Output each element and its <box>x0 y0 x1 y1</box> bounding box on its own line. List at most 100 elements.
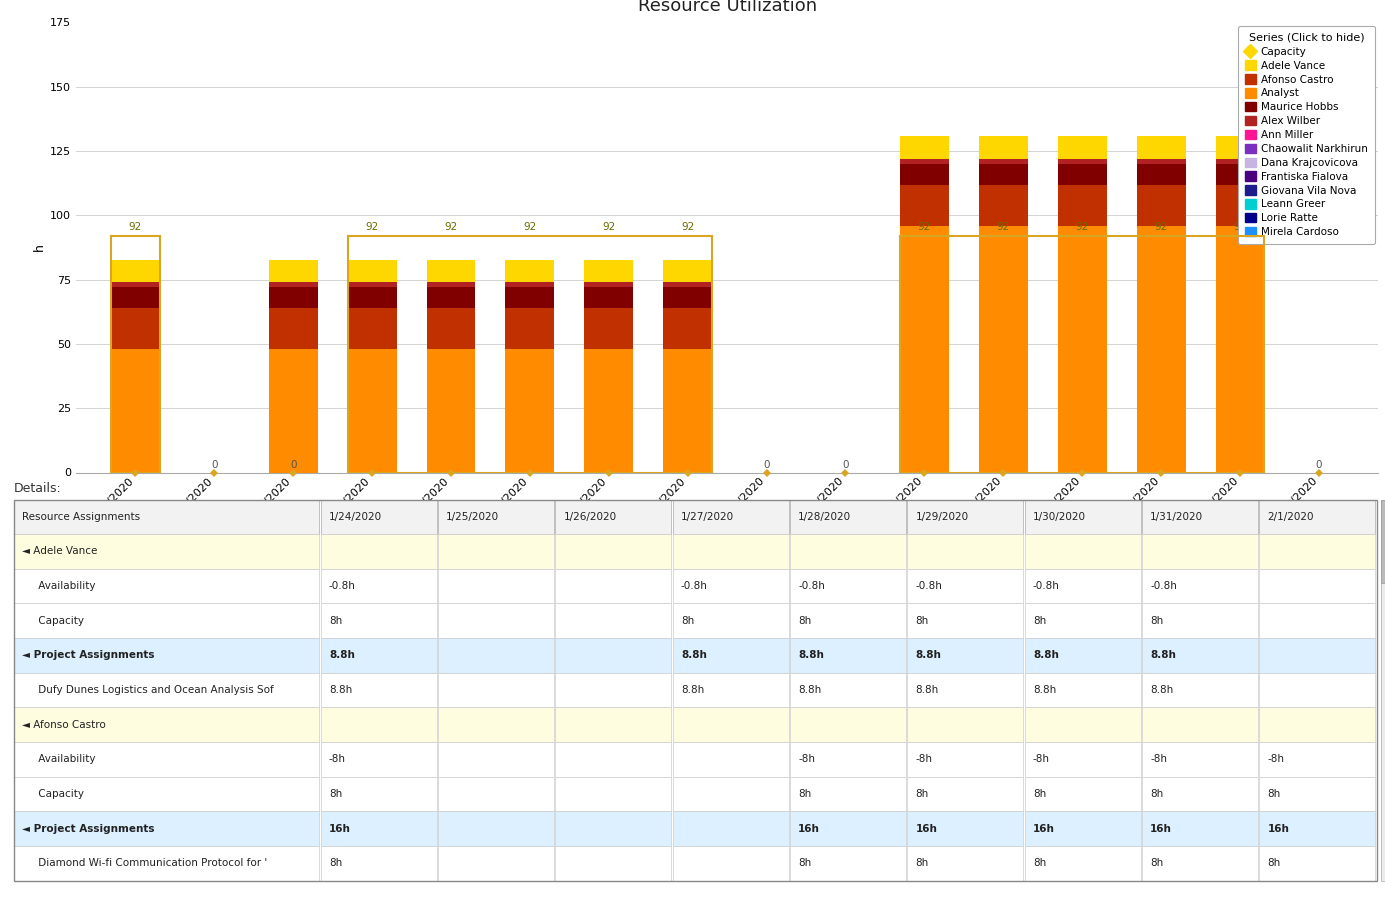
Text: Dufy Dunes Logistics and Ocean Analysis Sof: Dufy Dunes Logistics and Ocean Analysis … <box>22 685 274 695</box>
Text: Availability: Availability <box>22 754 96 764</box>
Text: 8.8h: 8.8h <box>330 651 355 661</box>
Text: 8.8h: 8.8h <box>915 685 939 695</box>
FancyBboxPatch shape <box>321 534 436 569</box>
Text: 8h: 8h <box>798 859 812 868</box>
Bar <box>427 259 475 283</box>
FancyBboxPatch shape <box>14 603 320 638</box>
FancyBboxPatch shape <box>673 846 788 880</box>
FancyBboxPatch shape <box>907 742 1024 777</box>
Text: 1/30/2020: 1/30/2020 <box>1033 512 1086 522</box>
Bar <box>269 308 317 349</box>
Text: Diamond Wi-fi Communication Protocol for ': Diamond Wi-fi Communication Protocol for… <box>22 859 267 868</box>
FancyBboxPatch shape <box>673 534 788 569</box>
FancyBboxPatch shape <box>1259 811 1375 846</box>
Bar <box>348 259 396 283</box>
FancyBboxPatch shape <box>789 569 906 603</box>
FancyBboxPatch shape <box>789 777 906 811</box>
Text: 8h: 8h <box>798 616 812 625</box>
Text: 8.8h: 8.8h <box>330 685 352 695</box>
Bar <box>506 259 554 283</box>
Bar <box>1058 184 1107 226</box>
Bar <box>506 308 554 349</box>
FancyBboxPatch shape <box>555 638 672 672</box>
Text: 92: 92 <box>445 222 457 232</box>
Text: 8h: 8h <box>330 616 342 625</box>
Text: -0.8h: -0.8h <box>1151 581 1177 591</box>
FancyBboxPatch shape <box>321 638 436 672</box>
FancyBboxPatch shape <box>1143 811 1258 846</box>
Text: 92: 92 <box>681 222 694 232</box>
FancyBboxPatch shape <box>438 846 554 880</box>
FancyBboxPatch shape <box>673 811 788 846</box>
Text: -8h: -8h <box>1151 754 1168 764</box>
Bar <box>584 283 633 287</box>
Text: 92: 92 <box>1234 222 1246 232</box>
FancyBboxPatch shape <box>1143 603 1258 638</box>
Bar <box>979 136 1028 158</box>
FancyBboxPatch shape <box>14 777 320 811</box>
Bar <box>427 283 475 287</box>
Text: 1/26/2020: 1/26/2020 <box>564 512 616 522</box>
Text: 8h: 8h <box>1151 859 1163 868</box>
Text: 8h: 8h <box>1267 859 1281 868</box>
FancyBboxPatch shape <box>14 742 320 777</box>
FancyBboxPatch shape <box>789 603 906 638</box>
FancyBboxPatch shape <box>1025 638 1141 672</box>
Bar <box>348 308 396 349</box>
FancyBboxPatch shape <box>1259 672 1375 707</box>
Text: 92: 92 <box>918 222 931 232</box>
FancyBboxPatch shape <box>438 811 554 846</box>
Bar <box>427 308 475 349</box>
Bar <box>1137 184 1186 226</box>
Bar <box>979 164 1028 184</box>
Text: Capacity: Capacity <box>22 616 84 625</box>
Text: -0.8h: -0.8h <box>798 581 825 591</box>
Text: 16h: 16h <box>1267 824 1289 833</box>
FancyBboxPatch shape <box>14 569 320 603</box>
FancyBboxPatch shape <box>907 811 1024 846</box>
Text: 8.8h: 8.8h <box>798 685 821 695</box>
FancyBboxPatch shape <box>1259 603 1375 638</box>
Text: 8h: 8h <box>915 616 929 625</box>
FancyBboxPatch shape <box>14 672 320 707</box>
FancyBboxPatch shape <box>673 707 788 742</box>
FancyBboxPatch shape <box>673 569 788 603</box>
Bar <box>584 287 633 308</box>
Text: 0: 0 <box>763 460 770 470</box>
FancyBboxPatch shape <box>673 603 788 638</box>
Bar <box>1216 184 1265 226</box>
FancyBboxPatch shape <box>1259 742 1375 777</box>
FancyBboxPatch shape <box>1025 811 1141 846</box>
Bar <box>1137 164 1186 184</box>
FancyBboxPatch shape <box>321 707 436 742</box>
FancyBboxPatch shape <box>1143 742 1258 777</box>
FancyBboxPatch shape <box>555 777 672 811</box>
FancyBboxPatch shape <box>1025 846 1141 880</box>
FancyBboxPatch shape <box>1025 534 1141 569</box>
FancyBboxPatch shape <box>907 707 1024 742</box>
FancyBboxPatch shape <box>1143 707 1258 742</box>
FancyBboxPatch shape <box>1143 500 1258 534</box>
Text: -0.8h: -0.8h <box>915 581 942 591</box>
FancyBboxPatch shape <box>1025 500 1141 534</box>
FancyBboxPatch shape <box>1259 569 1375 603</box>
Text: -0.8h: -0.8h <box>330 581 356 591</box>
Text: 8h: 8h <box>915 789 929 799</box>
Text: -8h: -8h <box>915 754 932 764</box>
Text: ◄ Adele Vance: ◄ Adele Vance <box>22 546 97 556</box>
FancyBboxPatch shape <box>1025 603 1141 638</box>
Text: -8h: -8h <box>1267 754 1284 764</box>
Text: 92: 92 <box>997 222 1010 232</box>
FancyBboxPatch shape <box>555 569 672 603</box>
Text: 8h: 8h <box>330 789 342 799</box>
FancyBboxPatch shape <box>789 672 906 707</box>
FancyBboxPatch shape <box>14 534 320 569</box>
Bar <box>348 349 396 472</box>
Text: -8h: -8h <box>798 754 816 764</box>
FancyBboxPatch shape <box>907 569 1024 603</box>
FancyBboxPatch shape <box>555 500 672 534</box>
Bar <box>1216 164 1265 184</box>
Text: 8h: 8h <box>1033 789 1046 799</box>
FancyBboxPatch shape <box>321 500 436 534</box>
Bar <box>1058 136 1107 158</box>
